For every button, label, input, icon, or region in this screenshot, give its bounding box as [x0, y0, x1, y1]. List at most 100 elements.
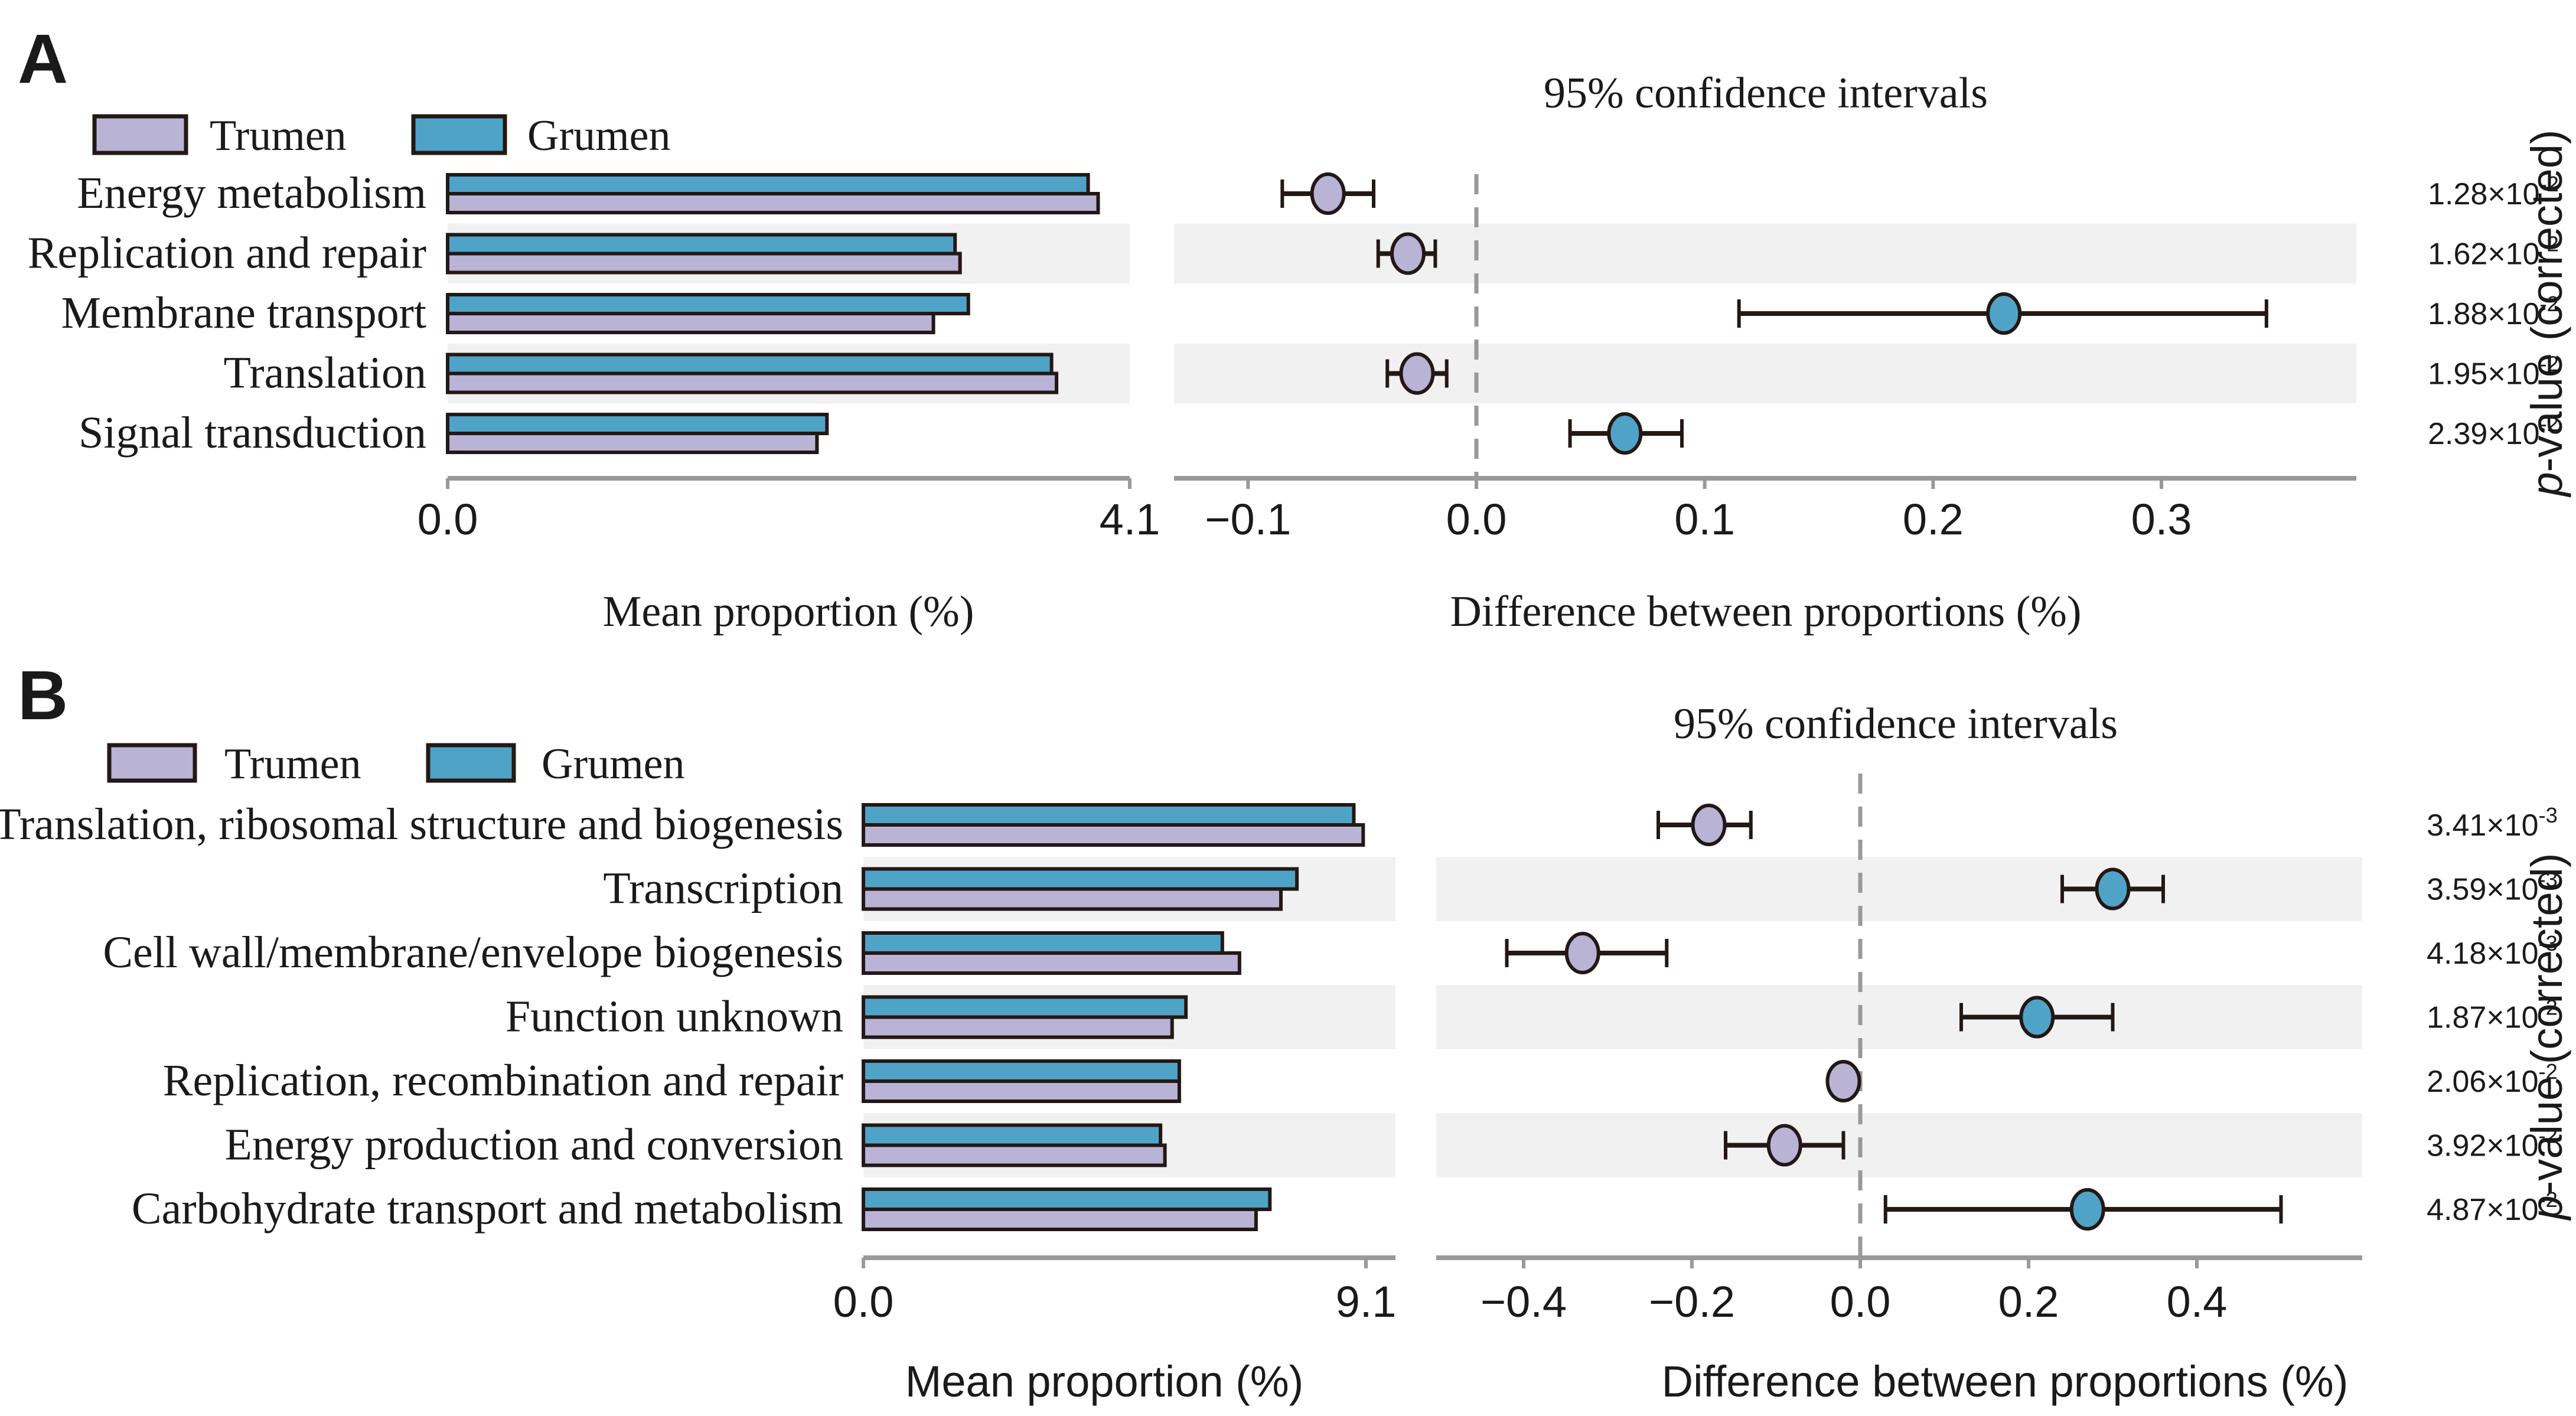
bar-trumen [446, 192, 1100, 214]
ci-point-grumen [2069, 1188, 2105, 1231]
legend-swatch-grumen [426, 743, 516, 783]
ci-axis-tick-label: −0.4 [1481, 1277, 1567, 1326]
bar-grumen [862, 867, 1299, 891]
legend-label-grumen: Grumen [527, 112, 671, 160]
p-value-label: 2.39×10-2 [2428, 412, 2559, 451]
bar-grumen [862, 803, 1356, 827]
bar-grumen [862, 1059, 1181, 1083]
bar-x-axis-label: Mean proportion (%) [603, 588, 974, 636]
ci-point-trumen [1691, 804, 1727, 846]
bar-grumen [446, 293, 970, 315]
category-label: Replication, recombination and repair [163, 1056, 843, 1105]
category-label: Function unknown [506, 992, 843, 1042]
ci-point-grumen [1607, 412, 1643, 455]
row-stripe-right [1174, 223, 2356, 284]
p-value-label: 1.28×10-2 [2428, 172, 2559, 211]
bar-trumen [862, 1015, 1174, 1039]
ci-axis-tick-label: 0.1 [1674, 495, 1735, 544]
p-value-label: 1.62×10-2 [2428, 232, 2559, 272]
bar-grumen [862, 995, 1188, 1019]
bar-trumen [446, 371, 1059, 394]
panel-b: B Trumen Grumen Translation, ribosomal stru… [0, 657, 2571, 1406]
legend-swatch-grumen [411, 114, 507, 155]
ci-axis-tick-label: −0.2 [1649, 1277, 1735, 1326]
bar-trumen [446, 312, 935, 334]
bar-trumen [446, 252, 962, 275]
ci-axis-tick-label: −0.1 [1205, 495, 1291, 544]
bar-trumen [862, 951, 1241, 975]
bar-grumen [446, 413, 829, 435]
p-value-label: 1.95×10-2 [2428, 352, 2559, 391]
ci-point-trumen [1399, 352, 1435, 395]
legend-label-grumen: Grumen [542, 740, 685, 788]
bar-grumen [862, 1187, 1272, 1211]
p-value-label: 1.87×10-2 [2427, 996, 2558, 1035]
ci-axis-tick-label: 0.2 [1998, 1277, 2059, 1326]
ci-title: 95% confidence intervals [1544, 69, 1988, 118]
bar-trumen [862, 1143, 1167, 1167]
ci-point-trumen [1564, 932, 1600, 974]
row-stripe-right [1436, 985, 2362, 1049]
bar-trumen [862, 1079, 1181, 1103]
category-label: Replication and repair [28, 229, 426, 278]
bar-trumen [862, 887, 1283, 911]
ci-axis-tick-label: 0.4 [2167, 1277, 2228, 1326]
ci-x-axis-label: Difference between proportions (%) [1662, 1357, 2349, 1406]
ci-axis-tick-label: 0.3 [2131, 495, 2192, 544]
p-value-label: 3.41×10-3 [2427, 803, 2558, 843]
category-label: Carbohydrate transport and metabolism [132, 1184, 843, 1234]
bar-axis-tick-label: 9.1 [1336, 1277, 1397, 1326]
category-label: Cell wall/membrane/envelope biogenesis [103, 928, 843, 977]
category-label: Translation, ribosomal structure and bio… [0, 800, 843, 849]
bar-grumen [862, 1123, 1163, 1147]
ci-axis-tick-label: 0.0 [1830, 1277, 1891, 1326]
ci-point-trumen [1310, 172, 1346, 215]
legend-label-trumen: Trumen [210, 112, 347, 160]
p-value-axis-label: p-value (corrected) [2522, 853, 2571, 1221]
p-value-axis-label: p-value (corrected) [2522, 129, 2571, 497]
ci-point-grumen [1986, 292, 2022, 335]
bar-trumen [446, 432, 819, 454]
p-value-label: 4.18×10-3 [2427, 931, 2558, 971]
ci-title: 95% confidence intervals [1674, 700, 2118, 748]
panel-label: A [18, 20, 68, 98]
bar-axis-tick-label: 4.1 [1100, 495, 1160, 544]
row-stripe-right [1174, 343, 2356, 404]
p-value-label: 3.92×10-2 [2427, 1124, 2558, 1163]
bar-grumen [862, 931, 1224, 955]
p-value-label: 1.88×10-2 [2428, 292, 2559, 331]
legend-label-trumen: Trumen [224, 740, 361, 788]
category-label: Transcription [603, 864, 843, 913]
panel-a: A Trumen Grumen Energy metabolism Replicatio… [18, 20, 2571, 636]
ci-point-trumen [1390, 232, 1426, 275]
legend-swatch-trumen [92, 114, 188, 155]
bar-grumen [446, 173, 1090, 195]
bar-trumen [862, 1208, 1258, 1231]
bar-grumen [446, 353, 1054, 376]
ci-point-grumen [2019, 996, 2055, 1039]
ci-point-grumen [2095, 867, 2131, 911]
ci-point-trumen [1825, 1060, 1861, 1102]
ci-axis-tick-label: 0.2 [1903, 495, 1964, 544]
category-label: Translation [224, 348, 426, 398]
bar-axis-tick-label: 0.0 [833, 1277, 894, 1326]
ci-x-axis-label: Difference between proportions (%) [1450, 588, 2081, 636]
category-label: Signal transduction [79, 408, 426, 458]
legend-swatch-trumen [107, 743, 197, 783]
bar-axis-tick-label: 0.0 [418, 495, 478, 544]
bar-trumen [862, 823, 1365, 847]
row-stripe-right [1436, 857, 2362, 921]
p-value-label: 4.87×10-2 [2427, 1187, 2558, 1227]
panel-label: B [18, 657, 68, 735]
category-label: Energy production and conversion [224, 1120, 843, 1170]
bar-x-axis-label: Mean proportion (%) [905, 1357, 1304, 1406]
row-stripe-right [1436, 1113, 2362, 1177]
category-label: Membrane transport [61, 288, 426, 338]
p-value-label: 3.59×10-3 [2427, 867, 2558, 907]
p-value-label: 2.06×10-2 [2427, 1059, 2558, 1099]
ci-point-trumen [1766, 1124, 1802, 1167]
category-label: Energy metabolism [77, 168, 426, 218]
ci-axis-tick-label: 0.0 [1446, 495, 1507, 544]
bar-grumen [446, 233, 957, 256]
